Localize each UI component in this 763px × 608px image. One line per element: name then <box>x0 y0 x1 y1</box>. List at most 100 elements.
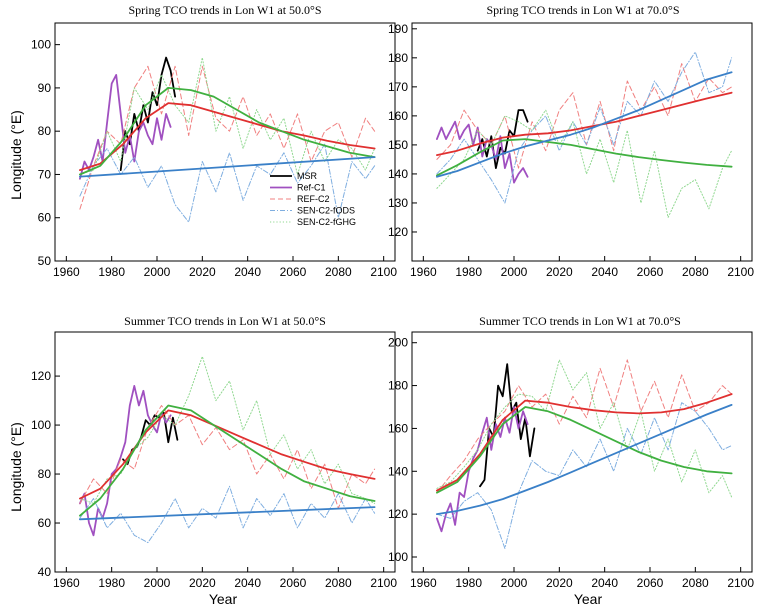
x-tick-label: 2020 <box>546 265 573 279</box>
series-sen-c2-fghg <box>436 109 733 218</box>
x-tick-label: 2040 <box>591 265 618 279</box>
x-tick-label: 2100 <box>727 576 754 590</box>
x-tick-label: 2000 <box>144 265 171 279</box>
y-axis-label: Longitude (°E) <box>8 422 24 512</box>
legend-label-ref-c2: REF-C2 <box>297 194 330 204</box>
x-tick-label: 2100 <box>370 576 397 590</box>
y-tick-label: 90 <box>38 81 52 95</box>
x-tick-label: 2080 <box>325 265 352 279</box>
y-tick-label: 160 <box>388 421 408 435</box>
trend-line-blue <box>435 403 733 515</box>
x-tick-label: 1960 <box>410 576 437 590</box>
x-tick-label: 2100 <box>370 265 397 279</box>
y-tick-label: 50 <box>38 254 52 268</box>
plot-area: 1960 1980 2000 2020 2040 2060 2080 2100 120 130 14… <box>388 22 754 279</box>
legend-label-sen-c2-fghg: SEN-C2-fGHG <box>297 217 356 227</box>
y-tick-label: 60 <box>38 516 52 530</box>
series-sen-c2-fods <box>79 485 376 544</box>
x-tick-label: 2020 <box>189 576 216 590</box>
y-tick-label: 120 <box>31 369 51 383</box>
y-tick-label: 100 <box>31 418 51 432</box>
x-tick-label: 2080 <box>682 265 709 279</box>
x-tick-label: 1980 <box>455 576 482 590</box>
x-tick-label: 2000 <box>144 576 171 590</box>
x-tick-label: 2060 <box>637 265 664 279</box>
plot-area: 1960 1980 2000 2020 2040 2060 2080 2100 50 60 70 80… <box>31 22 397 279</box>
y-tick-label: 60 <box>38 211 52 225</box>
y-tick-label: 120 <box>388 507 408 521</box>
x-tick-label: 1980 <box>98 265 125 279</box>
series-ref-c1 <box>79 74 172 180</box>
y-tick-label: 100 <box>31 38 51 52</box>
x-tick-label: 2080 <box>325 576 352 590</box>
trend-line-green <box>79 87 376 176</box>
y-tick-label: 100 <box>388 550 408 564</box>
y-tick-label: 190 <box>388 22 408 36</box>
x-tick-label: 1960 <box>53 576 80 590</box>
trend-line-green <box>435 138 733 177</box>
legend-label-sen-c2-fods: SEN-C2-fODS <box>297 206 355 216</box>
x-tick-label: 2020 <box>189 265 216 279</box>
trend-line-green <box>435 406 733 494</box>
plot-area: 1960 1980 2000 2020 2040 2060 2080 2100 40 60 80 10… <box>31 331 397 590</box>
x-tick-label: 1980 <box>455 265 482 279</box>
y-tick-label: 170 <box>388 80 408 94</box>
plot-frame <box>54 331 396 573</box>
series-sen-c2-fghg <box>436 359 733 498</box>
series-msr <box>119 56 177 172</box>
legend-label-ref-c1: Ref-C1 <box>297 183 326 193</box>
panel-summer-70s: Summer TCO trends in Lon W1 at 70.0°S Ye… <box>388 314 754 607</box>
y-tick-label: 150 <box>388 138 408 152</box>
plot-area: 1960 1980 2000 2020 2040 2060 2080 2100 100 120 14… <box>388 331 754 590</box>
plot-frame <box>54 22 396 262</box>
x-tick-label: 2040 <box>234 265 261 279</box>
y-tick-label: 130 <box>388 196 408 210</box>
series-sen-c2-fods <box>436 51 733 204</box>
x-tick-label: 2060 <box>280 576 307 590</box>
x-tick-label: 2020 <box>546 576 573 590</box>
x-tick-label: 2040 <box>234 576 261 590</box>
y-tick-label: 140 <box>388 167 408 181</box>
x-tick-label: 1960 <box>410 265 437 279</box>
panel-summer-50s: Summer TCO trends in Lon W1 at 50.0°S Lo… <box>8 314 397 607</box>
y-tick-label: 160 <box>388 109 408 123</box>
trend-line-red <box>435 91 733 157</box>
panel-title: Spring TCO trends in Lon W1 at 50.0°S <box>128 3 321 17</box>
series-ref-c2 <box>436 359 733 494</box>
y-tick-label: 70 <box>38 167 52 181</box>
panel-title: Summer TCO trends in Lon W1 at 50.0°S <box>124 314 326 328</box>
trend-line-blue <box>79 156 376 178</box>
trend-line-red <box>79 409 376 500</box>
series-sen-c2-fghg <box>79 57 376 175</box>
x-tick-label: 1980 <box>98 576 125 590</box>
x-tick-label: 1960 <box>53 265 80 279</box>
plot-frame <box>411 331 753 573</box>
series-sen-c2-fghg <box>79 356 376 504</box>
panel-spring-50s: Spring TCO trends in Lon W1 at 50.0°S Lo… <box>8 3 397 279</box>
x-tick-label: 2060 <box>280 265 307 279</box>
panel-title: Summer TCO trends in Lon W1 at 70.0°S <box>479 314 681 328</box>
panel-spring-70s: Spring TCO trends in Lon W1 at 70.0°S 19… <box>388 3 754 279</box>
y-tick-label: 80 <box>38 467 52 481</box>
trend-line-red <box>435 393 733 492</box>
y-tick-label: 180 <box>388 51 408 65</box>
series-ref-c1 <box>79 384 172 537</box>
y-tick-label: 80 <box>38 124 52 138</box>
series-sen-c2-fods <box>79 143 376 223</box>
x-tick-label: 2100 <box>727 265 754 279</box>
x-tick-label: 2040 <box>591 576 618 590</box>
x-tick-label: 2080 <box>682 576 709 590</box>
x-tick-label: 2060 <box>637 576 664 590</box>
y-tick-label: 120 <box>388 225 408 239</box>
x-tick-label: 2000 <box>501 265 528 279</box>
y-tick-label: 200 <box>388 336 408 350</box>
y-tick-label: 180 <box>388 379 408 393</box>
trend-line-green <box>79 404 376 517</box>
x-axis-label: Year <box>574 591 603 607</box>
y-tick-label: 40 <box>38 565 52 579</box>
trend-line-red <box>79 102 376 172</box>
x-axis-label: Year <box>209 591 238 607</box>
series-ref-c2 <box>79 65 376 210</box>
